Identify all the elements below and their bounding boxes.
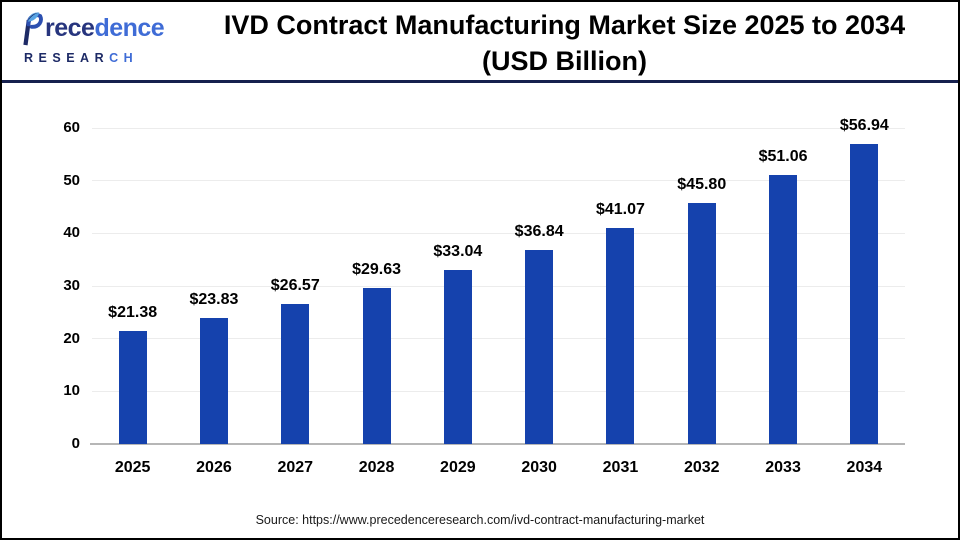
gridline-20	[92, 338, 905, 340]
bar-value-label-2029: $33.04	[433, 242, 483, 260]
gridline-50	[92, 180, 905, 182]
x-axis-label-2031: 2031	[602, 459, 639, 476]
y-axis-label-50: 50	[63, 171, 80, 189]
x-axis-label-2030: 2030	[521, 459, 557, 476]
bar-2034	[850, 144, 879, 444]
bar-value-label-2025: $21.38	[108, 304, 158, 322]
x-axis-label-2025: 2025	[114, 459, 151, 476]
brand-text-dark: rece	[45, 14, 95, 42]
bar-value-label-2028: $29.63	[352, 260, 402, 278]
y-axis-label-30: 30	[63, 277, 80, 294]
x-axis-label-2028: 2028	[358, 459, 395, 476]
x-axis-label-2027: 2027	[277, 459, 314, 476]
x-axis-label-2033: 2033	[765, 459, 801, 476]
brand-text-light: dence	[94, 14, 165, 42]
y-axis-label-60: 60	[63, 119, 80, 136]
y-axis-label-10: 10	[63, 382, 80, 400]
bar-value-label-2032: $45.80	[677, 175, 727, 193]
source-text: Source: https://www.precedenceresearch.c…	[255, 513, 705, 527]
bar-2029	[443, 269, 472, 444]
gridline-40	[92, 232, 905, 234]
bar-value-label-2030: $36.84	[514, 222, 564, 240]
bar-2031	[606, 227, 635, 444]
bar-value-label-2033: $51.06	[758, 148, 808, 166]
y-axis-label-0: 0	[71, 435, 80, 452]
bar-value-label-2031: $41.07	[595, 200, 645, 218]
bar-value-label-2026: $23.83	[189, 291, 239, 309]
x-axis-line	[90, 443, 905, 445]
bar-2027	[281, 304, 310, 444]
bar-2025	[118, 331, 147, 444]
gridline-60	[92, 127, 905, 129]
y-axis-label-20: 20	[63, 329, 80, 347]
x-axis-label-2029: 2029	[440, 459, 476, 476]
chart-title-line1: IVD Contract Manufacturing Market Size 2…	[223, 10, 906, 40]
leaf-p-icon	[18, 11, 44, 51]
bar-2028	[362, 287, 391, 444]
x-axis-label-2026: 2026	[196, 459, 232, 476]
bar-2033	[769, 175, 798, 444]
header-divider	[2, 80, 958, 83]
bar-2030	[525, 249, 554, 444]
gridline-10	[92, 390, 905, 392]
bar-value-label-2027: $26.57	[270, 277, 320, 295]
chart-title-line2: (USD Billion)	[482, 46, 647, 76]
brand-wordmark: recedence	[45, 11, 165, 45]
x-axis-label-2032: 2032	[683, 459, 720, 476]
bar-2032	[687, 202, 716, 444]
chart-title: IVD Contract Manufacturing Market Size 2…	[177, 7, 952, 79]
bar-2026	[199, 318, 228, 444]
gridline-30	[92, 285, 905, 287]
precedence-research-logo: recedence RESEARCH	[18, 11, 178, 65]
research-wordmark: RESEARCH	[24, 51, 139, 65]
y-axis-label-40: 40	[63, 224, 80, 242]
bar-value-label-2034: $56.94	[839, 117, 889, 135]
x-axis-label-2034: 2034	[846, 459, 883, 476]
